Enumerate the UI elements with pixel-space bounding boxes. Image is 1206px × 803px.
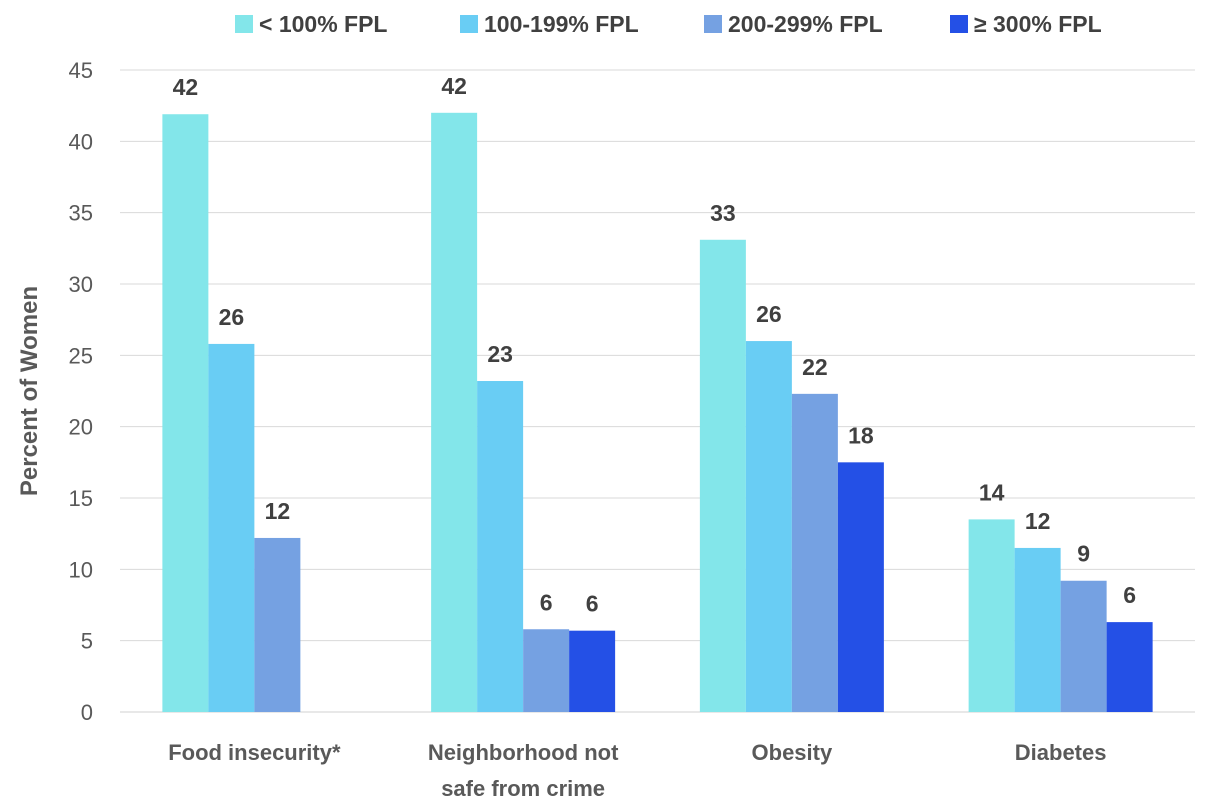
data-label: 22 [802, 354, 828, 380]
legend: < 100% FPL 100-199% FPL 200-299% FPL ≥ 300%… [235, 11, 1102, 37]
data-label: 42 [173, 74, 199, 100]
x-category-label: Obesity [752, 740, 833, 765]
legend-label: 200-299% FPL [728, 11, 883, 37]
legend-swatch [950, 15, 968, 33]
bar [1060, 580, 1107, 712]
legend-label: ≥ 300% FPL [974, 11, 1102, 37]
data-label: 26 [756, 301, 782, 327]
legend-swatch [235, 15, 253, 33]
data-label: 18 [848, 422, 874, 448]
x-category-label: Food insecurity* [168, 740, 341, 765]
data-label: 12 [265, 498, 291, 524]
data-label: 6 [1123, 582, 1136, 608]
bar [1014, 547, 1061, 712]
bar [477, 381, 524, 712]
bar [569, 630, 616, 712]
data-label: 12 [1025, 508, 1051, 534]
legend-label: < 100% FPL [259, 11, 387, 37]
data-label: 23 [487, 341, 513, 367]
bar [254, 537, 301, 712]
bar [745, 341, 792, 712]
bar [1106, 622, 1153, 712]
data-label: 14 [979, 479, 1005, 505]
y-axis-ticks: 0 5 10 15 20 25 30 35 40 45 [69, 58, 93, 725]
data-label: 9 [1077, 541, 1090, 567]
bar [523, 629, 570, 712]
data-label: 6 [540, 589, 553, 615]
y-tick-label: 15 [69, 486, 93, 511]
y-tick-label: 0 [81, 700, 93, 725]
x-axis-categories: Food insecurity* Neighborhood not safe fro… [168, 740, 1106, 801]
bars [162, 112, 1153, 713]
y-tick-label: 30 [69, 272, 93, 297]
data-label: 42 [441, 73, 467, 99]
bar [699, 239, 746, 713]
y-axis-label: Percent of Women [16, 286, 43, 496]
data-label: 6 [586, 591, 599, 617]
legend-swatch [460, 15, 478, 33]
y-tick-label: 25 [69, 343, 93, 368]
y-tick-label: 35 [69, 201, 93, 226]
bar [968, 519, 1015, 712]
bar [431, 112, 478, 713]
bar [791, 393, 838, 712]
bar [837, 462, 884, 712]
x-category-label: Neighborhood not safe from crime [428, 740, 619, 801]
data-label: 33 [710, 200, 736, 226]
y-tick-label: 45 [69, 58, 93, 83]
legend-swatch [704, 15, 722, 33]
x-category-label: Diabetes [1015, 740, 1107, 765]
data-labels: 42 42 33 14 26 23 26 12 12 6 22 9 6 18 6 [173, 73, 1136, 617]
bar [208, 343, 255, 712]
y-tick-label: 20 [69, 415, 93, 440]
data-label: 26 [219, 304, 245, 330]
y-tick-label: 10 [69, 557, 93, 582]
y-tick-label: 5 [81, 629, 93, 654]
legend-label: 100-199% FPL [484, 11, 639, 37]
y-tick-label: 40 [69, 129, 93, 154]
bar [162, 114, 209, 712]
